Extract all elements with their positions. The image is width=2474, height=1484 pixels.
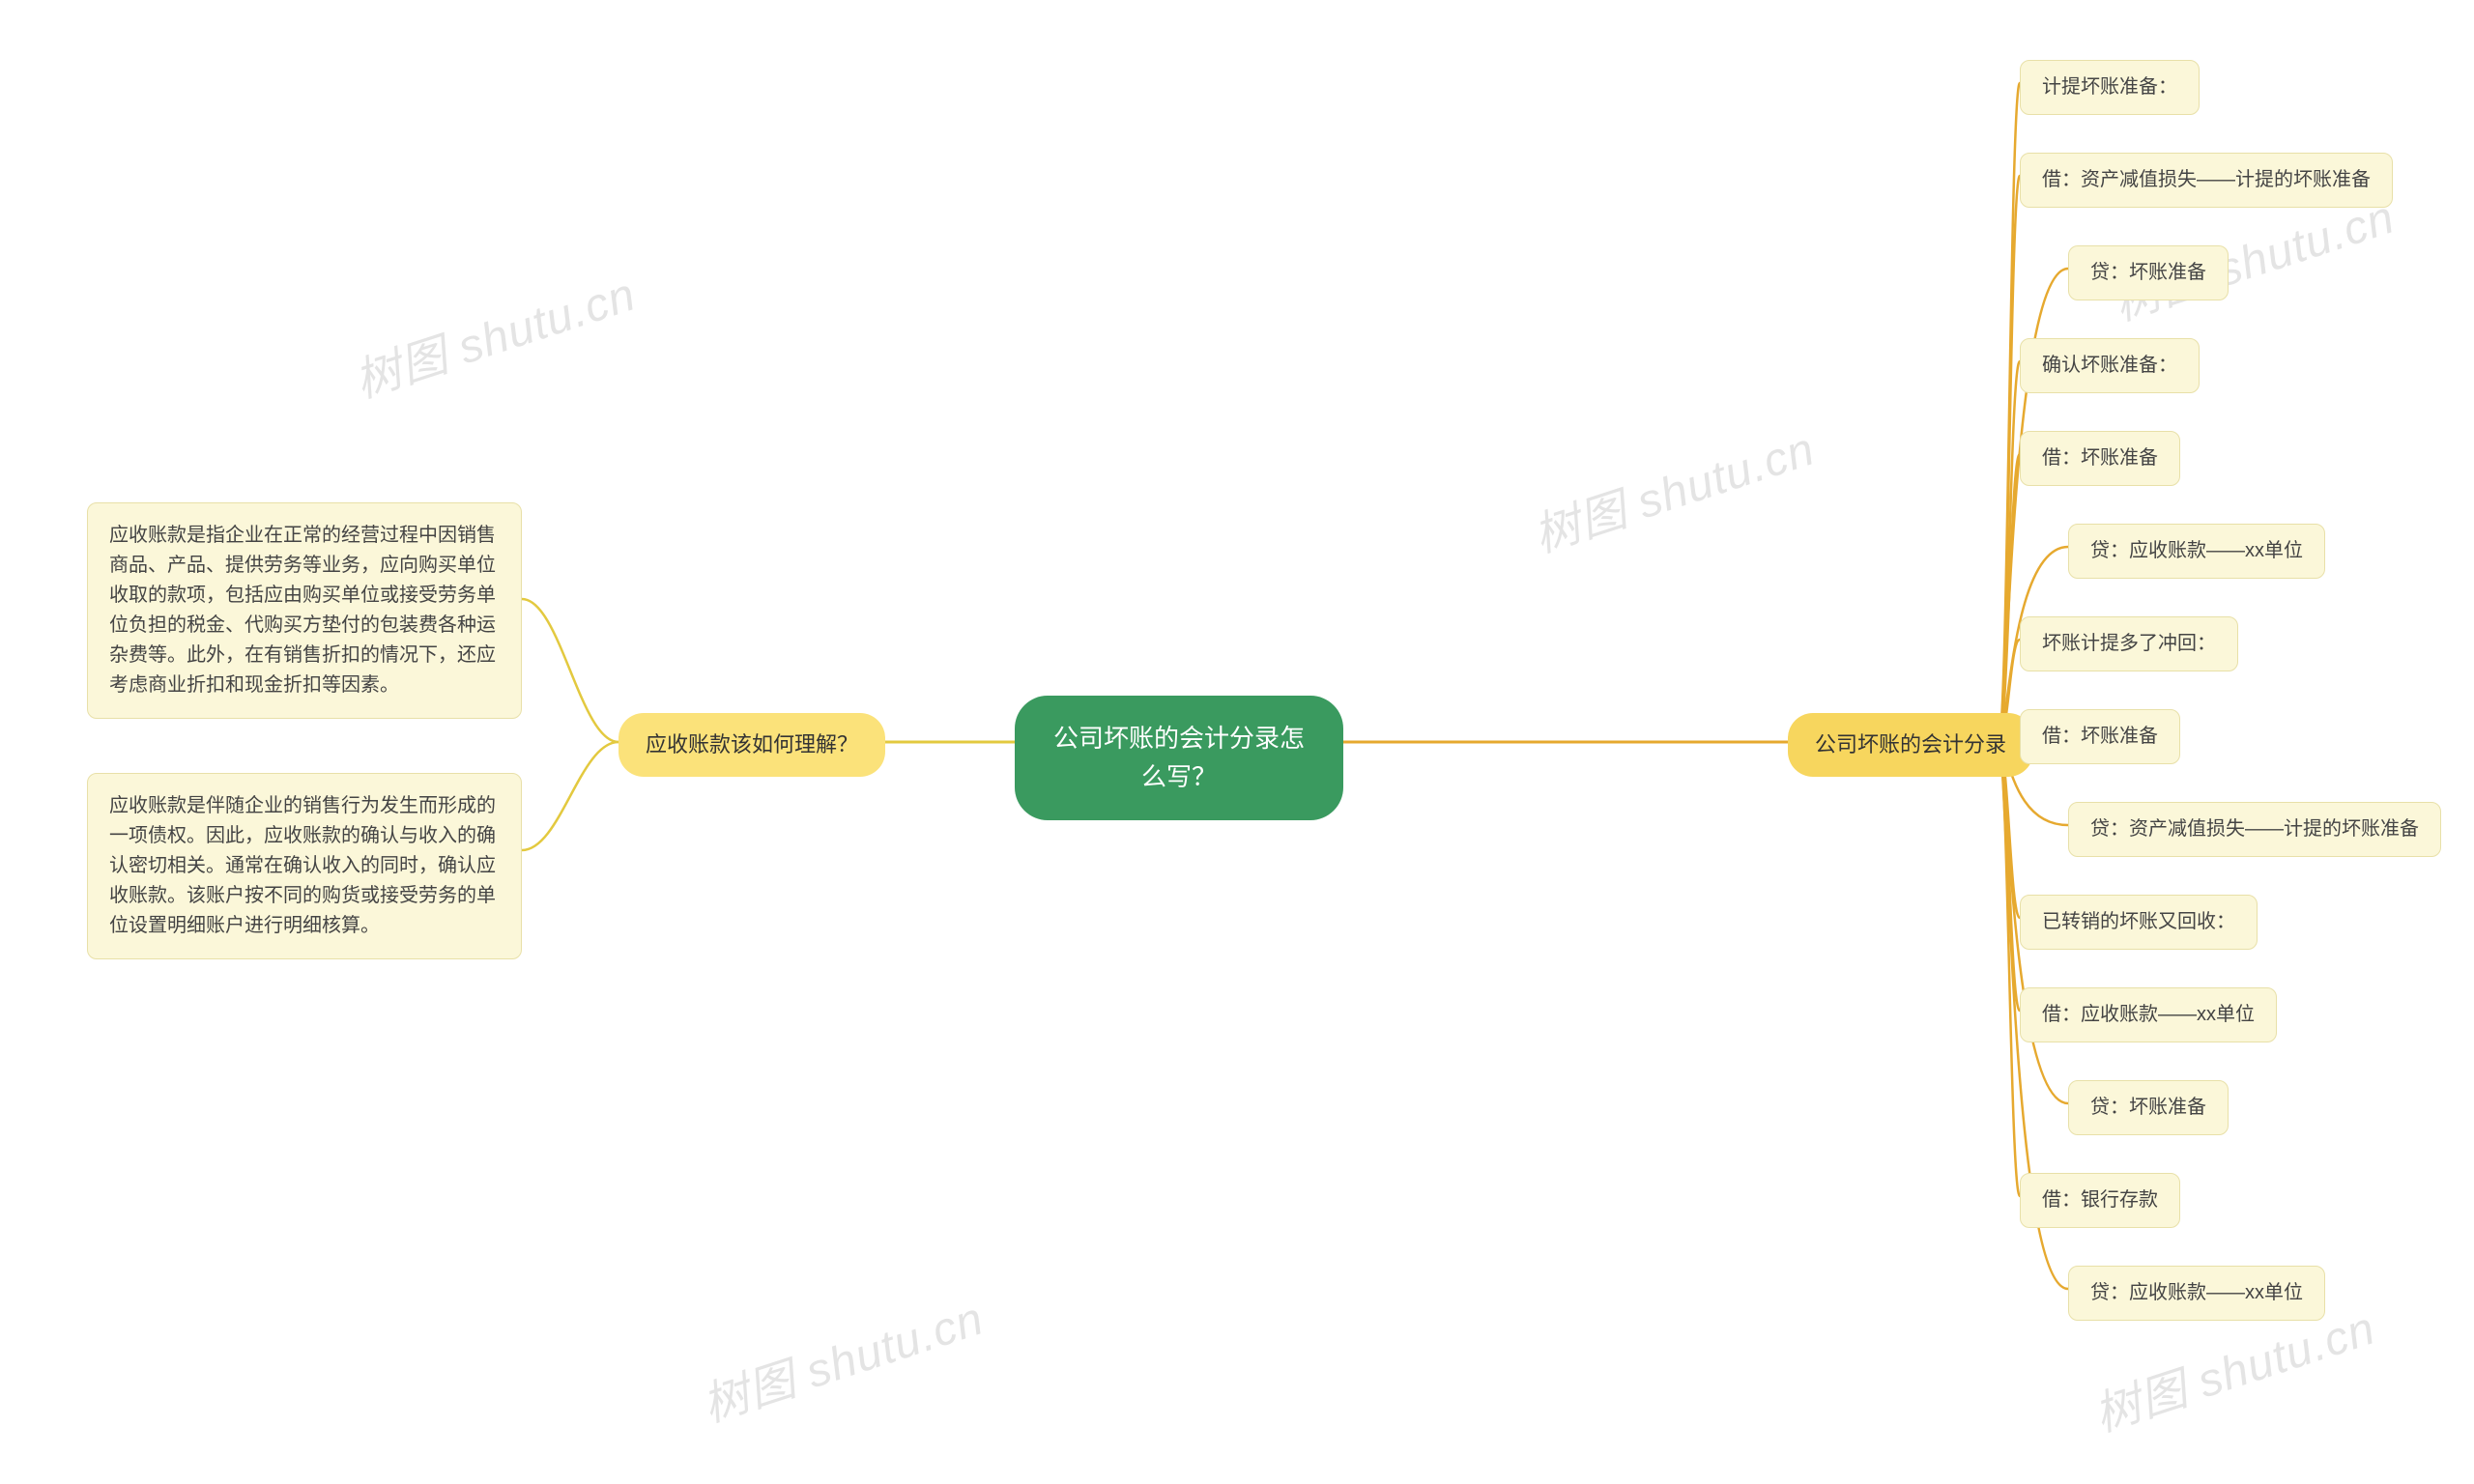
right-leaf[interactable]: 借：资产减值损失——计提的坏账准备 bbox=[2020, 153, 2393, 208]
watermark: 树图 shutu.cn bbox=[1524, 411, 1823, 565]
right-leaf[interactable]: 借：应收账款——xx单位 bbox=[2020, 987, 2277, 1042]
right-leaf[interactable]: 贷：应收账款——xx单位 bbox=[2068, 524, 2325, 579]
left-leaf[interactable]: 应收账款是指企业在正常的经营过程中因销售商品、产品、提供劳务等业务，应向购买单位… bbox=[87, 502, 522, 719]
left-branch[interactable]: 应收账款该如何理解？ bbox=[618, 713, 885, 777]
right-leaf[interactable]: 已转销的坏账又回收： bbox=[2020, 895, 2258, 950]
right-leaf[interactable]: 借：银行存款 bbox=[2020, 1173, 2180, 1228]
right-leaf[interactable]: 借：坏账准备 bbox=[2020, 431, 2180, 486]
right-leaf[interactable]: 借：坏账准备 bbox=[2020, 709, 2180, 764]
root-node[interactable]: 公司坏账的会计分录怎么写？ bbox=[1015, 696, 1343, 820]
right-branch[interactable]: 公司坏账的会计分录 bbox=[1788, 713, 2033, 777]
watermark: 树图 shutu.cn bbox=[693, 1280, 992, 1435]
watermark: 树图 shutu.cn bbox=[345, 256, 644, 411]
right-leaf[interactable]: 贷：资产减值损失——计提的坏账准备 bbox=[2068, 802, 2441, 857]
right-leaf[interactable]: 贷：坏账准备 bbox=[2068, 245, 2229, 300]
right-leaf[interactable]: 确认坏账准备： bbox=[2020, 338, 2200, 393]
right-leaf[interactable]: 贷：应收账款——xx单位 bbox=[2068, 1266, 2325, 1321]
left-leaf[interactable]: 应收账款是伴随企业的销售行为发生而形成的一项债权。因此，应收账款的确认与收入的确… bbox=[87, 773, 522, 959]
right-leaf[interactable]: 贷：坏账准备 bbox=[2068, 1080, 2229, 1135]
right-leaf[interactable]: 计提坏账准备： bbox=[2020, 60, 2200, 115]
right-leaf[interactable]: 坏账计提多了冲回： bbox=[2020, 616, 2238, 671]
